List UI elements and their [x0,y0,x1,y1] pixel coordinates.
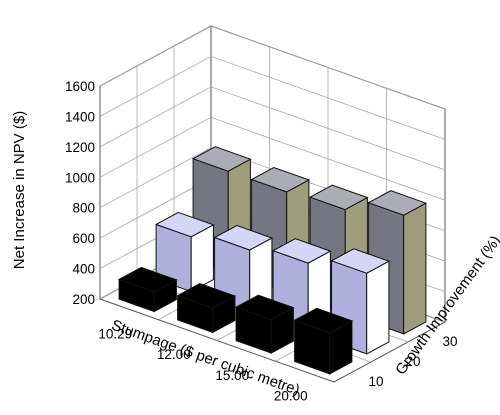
bar-10.29-10 [117,266,178,313]
depth-tick-label: 20 [406,354,421,369]
bar-top-face [154,211,215,238]
bar-20.00-10 [293,307,354,375]
depth-tick-label: 10 [369,374,384,389]
x-tick-label: 15.00 [215,368,249,383]
depth-tick-label: 30 [443,334,458,349]
bar-top-face [367,190,428,216]
bar-top-face [191,146,252,172]
bar-top-face [308,184,369,211]
bar-side-face [403,202,427,335]
x-tick-label: 10.29 [98,326,132,341]
bar-top-face [117,266,178,293]
z-tick-label: 600 [72,231,95,246]
x-tick-label: 12.00 [157,347,191,362]
z-tick-label: 800 [72,201,95,216]
bar-15.00-10 [234,294,295,354]
z-tick-label: 1400 [65,109,95,124]
bar-top-face [250,166,311,193]
bar-top-face [330,248,391,274]
z-tick-label: 1600 [65,79,95,94]
bar-top-face [271,238,332,264]
bar-side-face [366,260,390,355]
z-axis-title: Net Increase in NPV ($) [11,111,28,269]
z-tick-label: 1200 [65,140,95,155]
bar-10.29-20 [154,211,215,293]
z-tick-label: 200 [72,292,95,307]
bar-top-face [176,283,237,309]
bar-top-face [293,307,354,334]
bar-top-face [213,224,274,251]
chart-bars [117,146,428,375]
z-tick-label: 1000 [65,170,95,185]
bar-top-face [234,294,295,321]
x-tick-label: 20.00 [274,389,308,404]
z-tick-label: 400 [72,262,95,277]
bar-12.00-10 [176,283,237,334]
